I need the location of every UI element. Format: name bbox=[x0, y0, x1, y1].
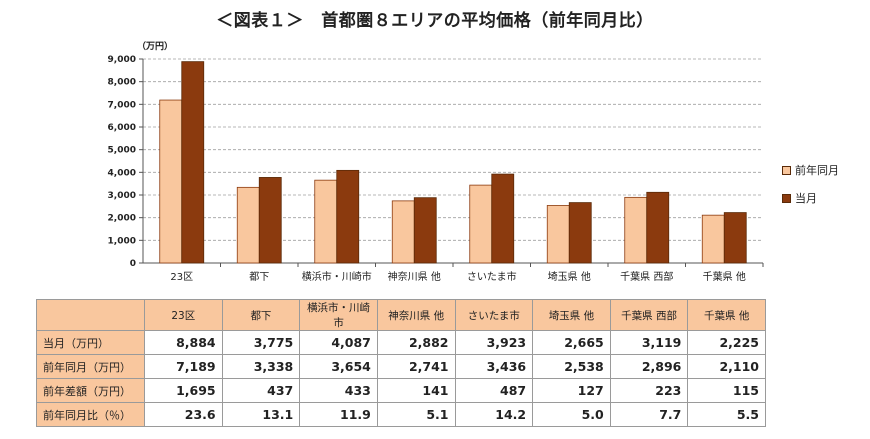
bar-current bbox=[646, 191, 670, 264]
table-cell: 141 bbox=[376, 378, 456, 403]
legend-label-prev: 前年同月 bbox=[795, 164, 839, 177]
table-row: 当月（万円） 8,884 3,775 4,087 2,882 3,923 2,665 3,11… bbox=[36, 330, 766, 355]
bar-current bbox=[491, 173, 515, 264]
table-cell: 23.6 bbox=[144, 402, 223, 427]
legend-item-prev: 前年同月 bbox=[782, 162, 839, 178]
table-header-cell: 埼玉県 他 bbox=[532, 299, 611, 331]
table-cell: 8,884 bbox=[144, 330, 223, 355]
bar-prev-year bbox=[159, 99, 183, 264]
legend-item-curr: 当月 bbox=[782, 190, 839, 206]
y-tick-label: 8,000 bbox=[108, 78, 136, 88]
table-row: 前年同月比（％） 23.6 13.1 11.9 5.1 14.2 5.0 7.7 5.5 bbox=[36, 402, 766, 427]
table-cell: 3,119 bbox=[609, 330, 689, 355]
table-cell: 3,923 bbox=[454, 330, 534, 355]
table-cell: 11.9 bbox=[299, 402, 378, 427]
table-cell: 3,654 bbox=[299, 354, 378, 379]
table-cell: 5.5 bbox=[687, 402, 766, 427]
table-header-row: 23区 都下 横浜市・川崎市 神奈川県 他さいたま市 埼玉県 他千葉県 西部 千葉県 他 bbox=[36, 299, 766, 331]
y-tick-label: 1,000 bbox=[108, 236, 136, 246]
y-tick-label: 6,000 bbox=[108, 123, 136, 133]
x-tick-label: 千葉県 他 bbox=[703, 270, 746, 283]
table-cell: 7.7 bbox=[609, 402, 689, 427]
table-row-label: 前年差額（万円） bbox=[36, 378, 145, 403]
x-tick-label: 埼玉県 他 bbox=[548, 270, 591, 283]
x-axis-labels: 23区 都下 横浜市・川崎市 神奈川県 他 さいたま市 埼玉県 他 千葉県 西部 千葉県 他 bbox=[170, 263, 764, 283]
table-cell: 7,189 bbox=[144, 354, 223, 379]
table-header-cell: 横浜市・川崎市 bbox=[299, 299, 378, 331]
y-tick-label: 4,000 bbox=[108, 168, 136, 178]
table-row: 前年差額（万円） 1,695 437 433 141 487 127 223 115 bbox=[36, 378, 766, 403]
table-cell: 487 bbox=[454, 378, 534, 403]
bar-current bbox=[181, 61, 205, 264]
y-tick-label: 7,000 bbox=[108, 100, 136, 110]
y-tick-label: 3,000 bbox=[108, 191, 136, 201]
bar-current bbox=[413, 197, 437, 264]
table-cell: 223 bbox=[609, 378, 689, 403]
bar-prev-year bbox=[391, 200, 415, 264]
table-cell: 3,775 bbox=[221, 330, 301, 355]
y-tick-label: 2,000 bbox=[108, 214, 136, 224]
table-header-cell: 都下 bbox=[221, 299, 301, 331]
x-tick-label: 神奈川県 他 bbox=[388, 270, 441, 283]
bar-prev-year bbox=[624, 196, 648, 264]
y-tick-label: 0 bbox=[130, 259, 136, 269]
table-cell: 3,436 bbox=[454, 354, 534, 379]
table-row-label: 前年同月（万円） bbox=[36, 354, 145, 379]
page-title: ＜図表１＞ 首都圏８エリアの平均価格（前年同月比） bbox=[216, 11, 654, 31]
table-cell: 2,882 bbox=[376, 330, 456, 355]
table-row-label: 当月（万円） bbox=[36, 330, 145, 355]
table-cell: 433 bbox=[299, 378, 378, 403]
bar-prev-year bbox=[701, 214, 725, 264]
table-cell: 437 bbox=[221, 378, 301, 403]
table-cell: 14.2 bbox=[454, 402, 534, 427]
y-axis-unit-label: （万円） bbox=[137, 41, 173, 52]
x-tick-label: 都下 bbox=[249, 271, 269, 283]
table-row: 前年同月（万円） 7,189 3,338 3,654 2,741 3,436 2,538 2,… bbox=[36, 354, 766, 379]
table-cell: 2,896 bbox=[609, 354, 689, 379]
bar-prev-year bbox=[546, 205, 570, 264]
bar-current bbox=[723, 212, 747, 264]
table-row-label: 前年同月比（％） bbox=[36, 402, 145, 427]
y-tick-label: 9,000 bbox=[108, 55, 136, 65]
legend-label-curr: 当月 bbox=[795, 192, 817, 205]
legend-swatch-prev bbox=[782, 165, 791, 175]
chart-legend: 前年同月 当月 bbox=[782, 162, 839, 218]
x-tick-label: 千葉県 西部 bbox=[620, 270, 673, 283]
table-cell: 115 bbox=[687, 378, 766, 403]
table-cell: 127 bbox=[532, 378, 611, 403]
table-cell: 2,665 bbox=[532, 330, 611, 355]
table-corner-cell bbox=[36, 299, 145, 331]
bar-current bbox=[258, 177, 282, 264]
table-cell: 2,225 bbox=[687, 330, 766, 355]
chart-bars bbox=[159, 61, 747, 264]
bar-current bbox=[568, 202, 592, 264]
table-cell: 4,087 bbox=[299, 330, 378, 355]
table-header-cell: 神奈川県 他 bbox=[376, 299, 456, 331]
table-cell: 5.0 bbox=[532, 402, 611, 427]
bar-prev-year bbox=[469, 184, 493, 264]
table-header-cell: さいたま市 bbox=[454, 299, 534, 331]
table-cell: 13.1 bbox=[221, 402, 301, 427]
legend-swatch-curr bbox=[782, 193, 791, 203]
x-tick-label: さいたま市 bbox=[467, 270, 517, 283]
table-cell: 3,338 bbox=[221, 354, 301, 379]
data-table: 23区 都下 横浜市・川崎市 神奈川県 他さいたま市 埼玉県 他千葉県 西部 千葉県 他 … bbox=[36, 299, 766, 427]
table-header-cell: 23区 bbox=[144, 299, 223, 331]
chart-gridlines bbox=[143, 58, 763, 241]
y-tick-label: 5,000 bbox=[108, 146, 136, 156]
table-cell: 2,538 bbox=[532, 354, 611, 379]
bar-prev-year bbox=[236, 186, 260, 264]
bar-chart: 0 1,000 2,000 3,000 4,000 5,000 6,000 7,000 8,00… bbox=[108, 41, 764, 283]
table-cell: 2,110 bbox=[687, 354, 766, 379]
table-header-cell: 千葉県 西部 bbox=[609, 299, 689, 331]
table-cell: 1,695 bbox=[144, 378, 223, 403]
bar-current bbox=[336, 169, 360, 264]
table-cell: 2,741 bbox=[376, 354, 456, 379]
x-tick-label: 23区 bbox=[170, 271, 193, 283]
table-header-cell: 千葉県 他 bbox=[687, 299, 766, 331]
x-tick-label: 横浜市・川崎市 bbox=[302, 270, 372, 283]
table-cell: 5.1 bbox=[376, 402, 456, 427]
bar-prev-year bbox=[314, 179, 338, 264]
